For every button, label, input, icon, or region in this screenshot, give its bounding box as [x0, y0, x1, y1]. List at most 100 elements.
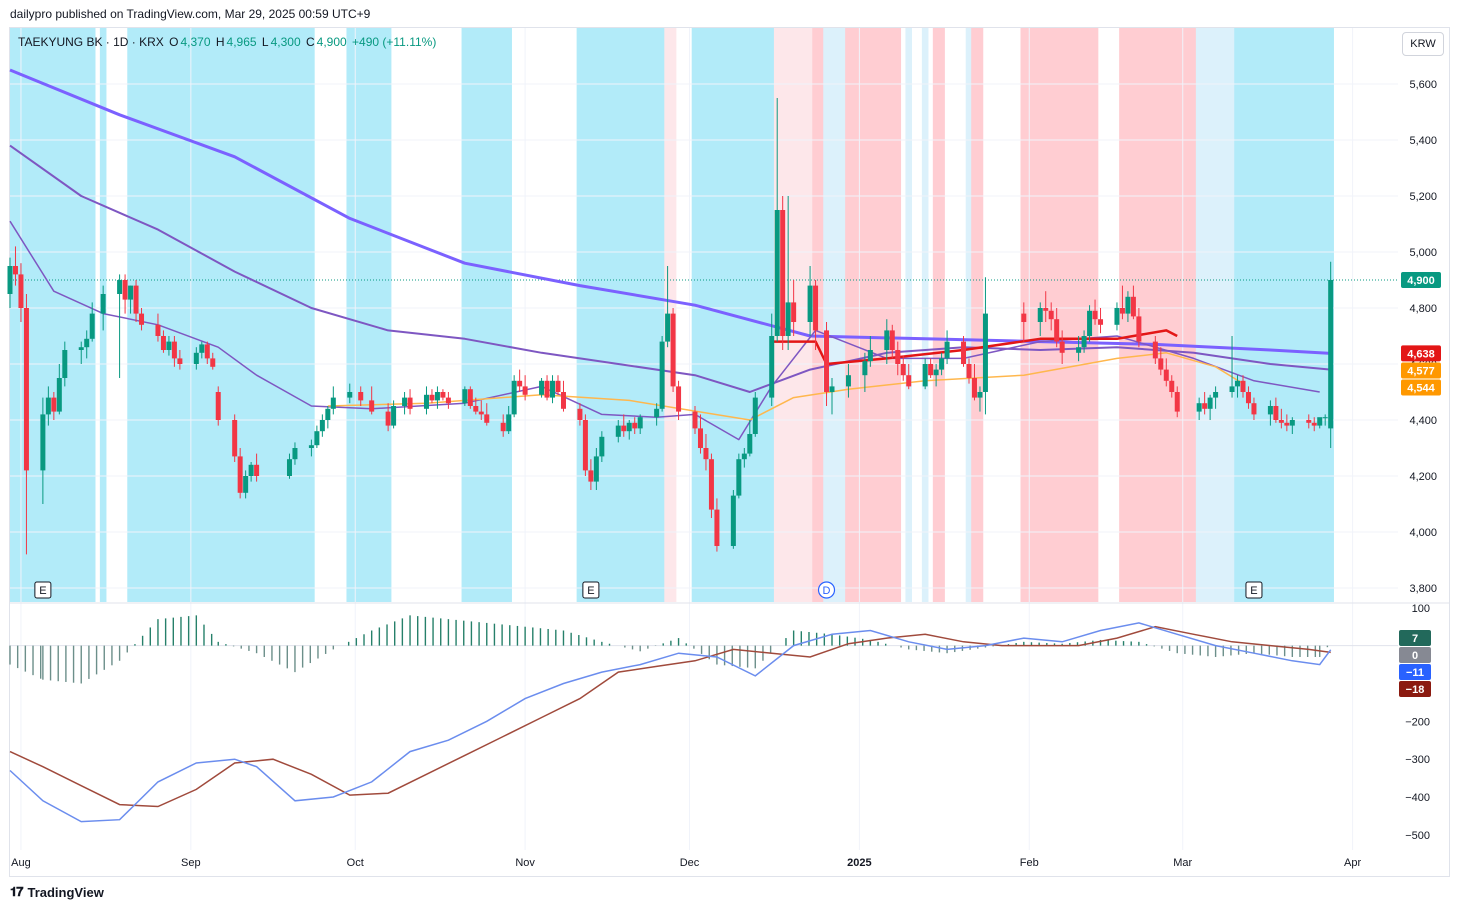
candle: [385, 411, 391, 426]
candle: [577, 408, 583, 420]
candle: [445, 397, 451, 404]
candle: [665, 313, 671, 342]
candle: [117, 280, 123, 294]
candle: [895, 350, 901, 364]
dividend-marker-label: D: [823, 585, 831, 597]
candle: [347, 392, 353, 398]
candle: [1213, 392, 1219, 398]
candle: [7, 266, 13, 294]
symbol-legend: TAEKYUNG BK · 1D · KRX O 4,370 H 4,965 L 4,…: [18, 35, 438, 49]
zone-red: [1020, 28, 1099, 602]
macd-tag-label: 7: [1412, 633, 1418, 645]
candle: [933, 369, 939, 376]
candle: [747, 434, 753, 454]
zone-blue_light: [965, 28, 973, 602]
price-tag: [1401, 362, 1441, 379]
candle: [654, 408, 660, 418]
candle: [1328, 280, 1334, 429]
signal-line: [9, 625, 1331, 808]
zone-blue_light: [905, 28, 913, 602]
candle: [155, 324, 161, 336]
brand-label: TradingView: [27, 884, 104, 900]
candle: [1311, 422, 1317, 426]
dividend-marker: [817, 581, 836, 599]
candle: [467, 389, 473, 406]
close-value: 4,900: [316, 35, 347, 49]
macd-tag-label: −11: [1406, 667, 1424, 679]
candle: [1289, 420, 1295, 426]
candle: [210, 358, 216, 367]
candle: [237, 456, 243, 493]
candle: [676, 386, 682, 412]
zone-blue: [576, 28, 666, 602]
candle: [780, 210, 786, 336]
macd-axis-label: −300: [1405, 754, 1430, 766]
candle: [292, 448, 298, 460]
candle: [632, 422, 638, 429]
candle: [434, 392, 440, 401]
candle: [670, 313, 676, 387]
candle: [714, 509, 720, 546]
candle: [928, 364, 934, 376]
candle: [12, 266, 18, 275]
candle: [177, 358, 183, 364]
candle: [358, 392, 364, 401]
earnings-marker: [34, 581, 52, 599]
candle: [1043, 308, 1049, 311]
candle: [730, 495, 736, 546]
candle: [215, 392, 221, 420]
earnings-marker-label: E: [1250, 585, 1257, 597]
candle: [906, 375, 912, 387]
candle: [522, 386, 528, 395]
high-label: H: [215, 35, 225, 49]
price-axis: 3,8004,0004,2004,4004,6004,8005,0005,200…: [1405, 79, 1437, 842]
candle: [232, 420, 238, 457]
candle: [1229, 386, 1235, 392]
candle: [484, 414, 490, 423]
macd-tag: [1399, 681, 1431, 698]
candle: [961, 341, 967, 364]
candle: [18, 274, 24, 308]
candle: [407, 397, 413, 409]
candle: [1081, 336, 1087, 348]
currency-button[interactable]: KRW: [1402, 32, 1444, 56]
high-value: 4,965: [226, 35, 257, 49]
macd-panel: [9, 615, 1398, 823]
price-axis-label: 4,800: [1409, 303, 1437, 315]
candle: [254, 464, 260, 476]
candle: [100, 294, 106, 314]
price-axis-label: 4,400: [1409, 415, 1437, 427]
candle: [692, 411, 698, 429]
candle: [84, 338, 90, 348]
earnings-marker: [582, 581, 600, 599]
candle: [1322, 417, 1328, 419]
candle: [555, 380, 561, 392]
zone-blue: [346, 28, 392, 602]
candle: [1114, 308, 1120, 325]
candle: [593, 456, 599, 482]
candle: [62, 350, 68, 378]
candle: [1251, 403, 1257, 415]
candle: [128, 285, 134, 300]
candle: [1207, 397, 1213, 409]
zone-red: [845, 28, 902, 602]
candle: [122, 280, 128, 300]
candle: [369, 400, 375, 412]
candle: [889, 330, 895, 350]
price-tag: [1401, 379, 1441, 396]
candle: [23, 308, 29, 471]
candle: [944, 341, 950, 359]
price-tag: [1401, 345, 1441, 362]
candle: [319, 420, 325, 432]
macd-tag: [1399, 664, 1431, 681]
time-axis-label: 2025: [847, 857, 871, 869]
grid: [10, 28, 1398, 850]
candle: [1021, 313, 1027, 322]
candle: [862, 361, 868, 376]
candle: [829, 386, 835, 392]
price-tag-label: 4,900: [1407, 275, 1435, 287]
candle: [1196, 403, 1202, 412]
macd-line: [9, 622, 1332, 823]
